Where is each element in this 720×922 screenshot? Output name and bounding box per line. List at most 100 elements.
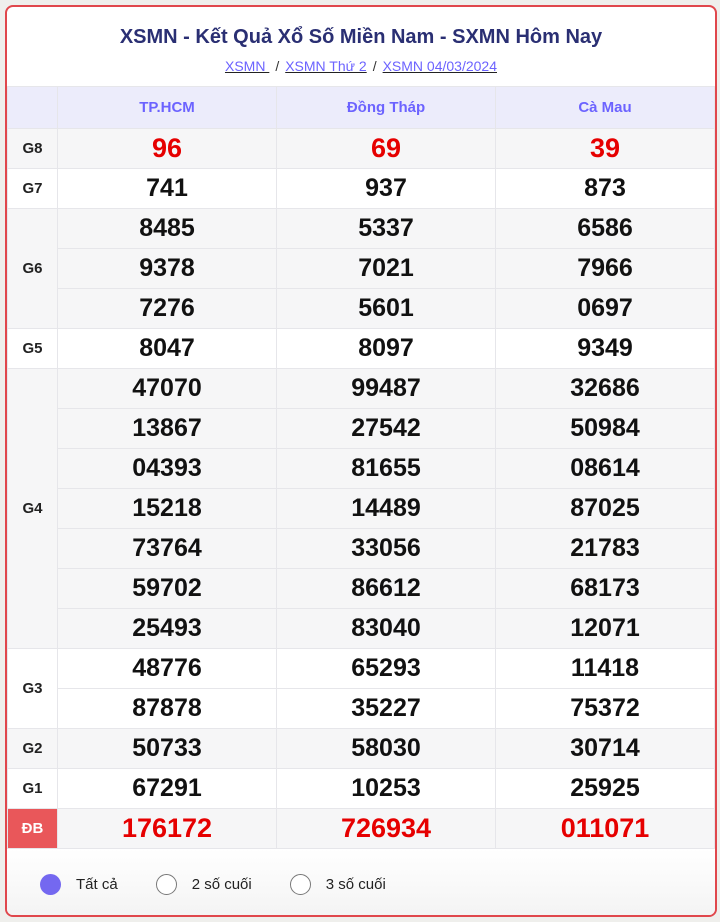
prize-number: 39: [495, 128, 715, 169]
filter-label: 3 số cuối: [325, 875, 386, 893]
prize-number: 12071: [495, 608, 715, 649]
prize-number: 83040: [276, 608, 496, 649]
table-row: G7 741 937 873: [7, 168, 715, 209]
prize-number: 21783: [495, 528, 715, 569]
filter-option[interactable]: 2 số cuối: [155, 873, 252, 895]
prize-label: G3: [7, 648, 58, 729]
prize-label: G7: [7, 168, 58, 209]
province-header[interactable]: TP.HCM: [57, 86, 277, 129]
radio-button[interactable]: [40, 873, 61, 895]
prize-number: 14489: [276, 488, 496, 529]
prize-number: 68173: [495, 568, 715, 609]
prize-number: 10253: [276, 768, 496, 809]
digit-filter: Tất cả 2 số cuối 3 số cuối: [7, 849, 715, 915]
prize-number: 30714: [495, 728, 715, 769]
prize-number: 8047: [57, 328, 277, 369]
table-row: 73764 33056 21783: [8, 528, 715, 569]
prize-label: G6: [7, 208, 58, 329]
prize-number: 5601: [276, 288, 496, 329]
header: XSMN - Kết Quả Xổ Số Miền Nam - SXMN Hôm…: [7, 7, 715, 86]
prize-number: 7276: [57, 288, 277, 329]
prize-number: 5337: [276, 208, 496, 249]
table-row: G2 50733 58030 30714: [7, 728, 715, 769]
filter-option[interactable]: 3 số cuối: [289, 873, 386, 895]
table-row: G3 48776 65293 11418: [7, 648, 715, 729]
prize-number: 75372: [495, 688, 715, 729]
prize-number: 741: [57, 168, 277, 209]
prize-number: 176172: [57, 808, 277, 849]
prize-number: 96: [57, 128, 277, 169]
table-row: 87878 35227 75372: [8, 688, 715, 729]
filter-option[interactable]: Tất cả: [40, 873, 118, 895]
corner-cell: [7, 86, 58, 129]
results-panel: XSMN - Kết Quả Xổ Số Miền Nam - SXMN Hôm…: [5, 5, 717, 917]
prize-number: 9349: [495, 328, 715, 369]
prize-number: 0697: [495, 288, 715, 329]
prize-number: 04393: [57, 448, 277, 489]
breadcrumb: XSMN / XSMN Thứ 2/XSMN 04/03/2024: [224, 58, 497, 74]
prize-number: 58030: [276, 728, 496, 769]
prize-number: 69: [276, 128, 496, 169]
prize-number: 87878: [57, 688, 277, 729]
prize-label: G4: [7, 368, 58, 649]
prize-number: 8485: [57, 208, 277, 249]
results-table: TP.HCM Đồng Tháp Cà Mau G8 96 69 39 G7 741 937…: [7, 86, 715, 849]
prize-label: G5: [7, 328, 58, 369]
prize-number: 81655: [276, 448, 496, 489]
prize-number: 15218: [57, 488, 277, 529]
table-row: G4 47070 99487 32686: [7, 368, 715, 649]
table-row: G5 8047 8097 9349: [7, 328, 715, 369]
table-row: ĐB 176172 726934 011071: [7, 808, 715, 849]
prize-number: 27542: [276, 408, 496, 449]
breadcrumb-xsmn[interactable]: XSMN: [224, 58, 270, 74]
table-row: 13867 27542 50984: [8, 408, 715, 449]
prize-number: 13867: [57, 408, 277, 449]
page-title: XSMN - Kết Quả Xổ Số Miền Nam - SXMN Hôm…: [119, 26, 603, 48]
prize-label: G2: [7, 728, 58, 769]
prize-number: 47070: [57, 368, 277, 409]
radio-button[interactable]: [155, 873, 177, 895]
table-row: 25493 83040 12071: [8, 608, 715, 649]
prize-number: 7966: [495, 248, 715, 289]
table-row: 15218 14489 87025: [8, 488, 715, 529]
prize-number: 35227: [276, 688, 496, 729]
prize-number: 67291: [57, 768, 277, 809]
table-row: G8 96 69 39: [7, 128, 715, 169]
breadcrumb-date[interactable]: XSMN 04/03/2024: [382, 58, 497, 74]
prize-number: 937: [276, 168, 496, 209]
radio-button[interactable]: [289, 873, 311, 895]
filter-label: 2 số cuối: [191, 875, 252, 893]
prize-number: 59702: [57, 568, 277, 609]
table-row: G6 8485 5337 6586: [7, 208, 715, 329]
table-row: G1 67291 10253 25925: [7, 768, 715, 809]
prize-number: 73764: [57, 528, 277, 569]
table-row: 04393 81655 08614: [8, 448, 715, 489]
prize-number: 08614: [495, 448, 715, 489]
prize-number: 86612: [276, 568, 496, 609]
prize-number: 87025: [495, 488, 715, 529]
prize-number: 25925: [495, 768, 715, 809]
prize-label: G8: [7, 128, 58, 169]
table-row: 59702 86612 68173: [8, 568, 715, 609]
prize-number: 33056: [276, 528, 496, 569]
prize-number: 873: [495, 168, 715, 209]
table-row: 7276 5601 0697: [8, 288, 715, 329]
breadcrumb-weekday[interactable]: XSMN Thứ 2: [285, 58, 367, 74]
prize-number: 9378: [57, 248, 277, 289]
province-header[interactable]: Đồng Tháp: [276, 86, 496, 129]
table-header-row: TP.HCM Đồng Tháp Cà Mau: [7, 86, 715, 129]
filter-label: Tất cả: [76, 875, 118, 893]
prize-number: 8097: [276, 328, 496, 369]
prize-number: 48776: [57, 648, 277, 689]
prize-number: 011071: [495, 808, 715, 849]
province-header[interactable]: Cà Mau: [495, 86, 715, 129]
table-row: 9378 7021 7966: [8, 248, 715, 289]
prize-number: 25493: [57, 608, 277, 649]
prize-number: 50733: [57, 728, 277, 769]
prize-number: 50984: [495, 408, 715, 449]
prize-label: G1: [7, 768, 58, 809]
prize-number: 6586: [495, 208, 715, 249]
prize-number: 7021: [276, 248, 496, 289]
prize-number: 726934: [276, 808, 496, 849]
prize-label: ĐB: [7, 808, 58, 849]
